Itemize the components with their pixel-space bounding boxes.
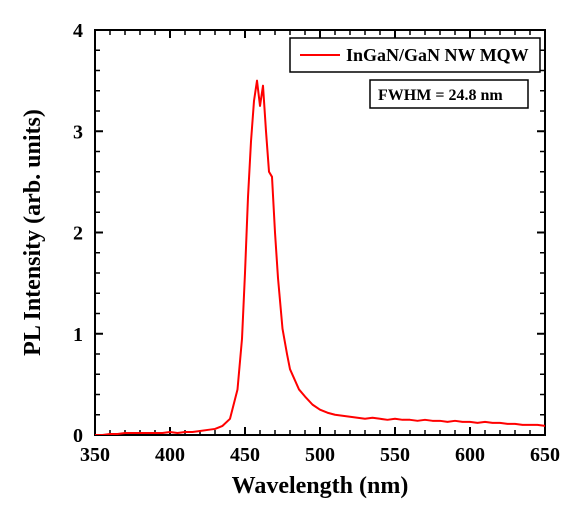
chart-svg: 350 400 450 500 550 600 650 Wavelength (nm) 0 1 2 3… — [0, 0, 574, 524]
svg-text:2: 2 — [73, 223, 83, 245]
pl-spectrum-chart: 350 400 450 500 550 600 650 Wavelength (nm) 0 1 2 3… — [0, 0, 574, 524]
svg-text:0: 0 — [73, 425, 83, 447]
svg-text:600: 600 — [455, 444, 485, 466]
svg-text:450: 450 — [230, 444, 260, 466]
svg-text:3: 3 — [73, 121, 83, 143]
x-axis-label: Wavelength (nm) — [232, 473, 409, 499]
legend-label: InGaN/GaN NW MQW — [346, 45, 529, 65]
pl-intensity-line — [95, 81, 545, 435]
svg-text:500: 500 — [305, 444, 335, 466]
fwhm-label: FWHM = 24.8 nm — [378, 87, 503, 104]
svg-text:1: 1 — [73, 324, 83, 346]
svg-text:650: 650 — [530, 444, 560, 466]
svg-text:400: 400 — [155, 444, 185, 466]
svg-text:550: 550 — [380, 444, 410, 466]
y-axis-label: PL Intensity (arb. units) — [20, 109, 46, 356]
svg-text:350: 350 — [80, 444, 110, 466]
svg-text:4: 4 — [73, 20, 83, 42]
